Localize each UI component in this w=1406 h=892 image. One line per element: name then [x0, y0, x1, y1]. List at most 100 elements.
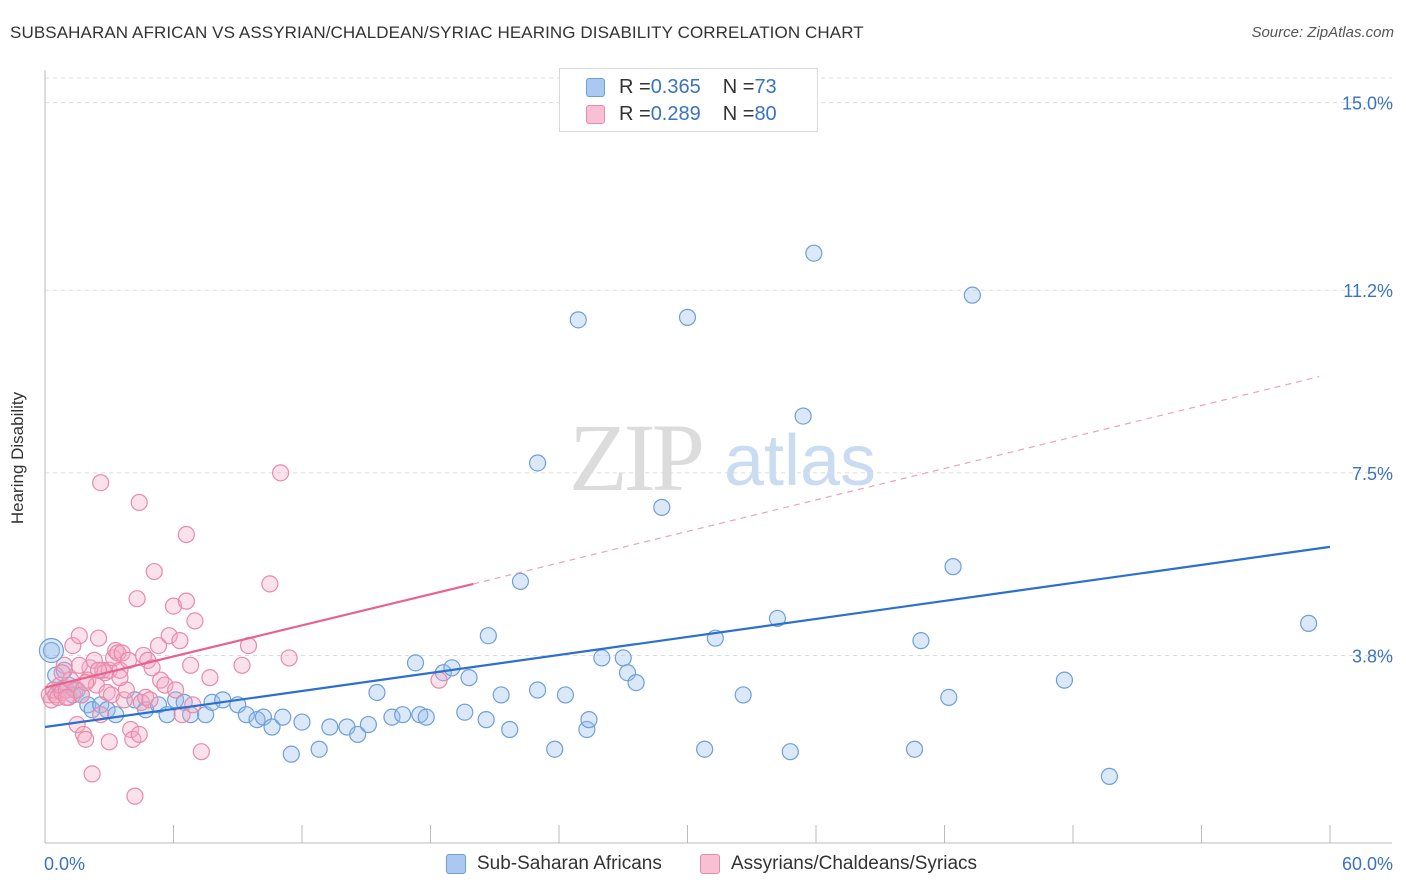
data-point-assyrian [430, 671, 448, 689]
legend-n-value: 80 [754, 102, 777, 125]
data-point-subsaharan [593, 649, 611, 667]
data-point-subsaharan [492, 686, 510, 704]
data-point-assyrian [70, 656, 88, 674]
legend-n-value: 73 [754, 75, 777, 98]
data-point-subsaharan [1299, 614, 1318, 632]
y-axis-label: Hearing Disability [8, 391, 27, 525]
data-point-assyrian [77, 730, 95, 748]
data-point-assyrian [128, 590, 146, 608]
watermark-zip: ZIP [569, 404, 702, 511]
data-point-subsaharan [42, 641, 61, 660]
legend-n-label: N = [722, 102, 755, 125]
data-point-subsaharan [944, 558, 962, 576]
data-point-assyrian [173, 706, 191, 724]
correlation-legend: R = 0.365 N = 73 R = 0.289 N = 80 [559, 68, 818, 132]
data-point-assyrian [70, 627, 88, 645]
data-point-assyrian [182, 656, 200, 674]
bottom-legend-label: Assyrians/Chaldeans/Syriacs [731, 853, 978, 874]
data-point-subsaharan [460, 669, 478, 687]
legend-n-label: N = [722, 75, 755, 98]
data-point-subsaharan [417, 708, 435, 726]
data-point-assyrian [233, 656, 251, 674]
data-point-assyrian [192, 743, 210, 761]
data-point-assyrian [156, 676, 174, 694]
data-point-subsaharan [781, 743, 799, 761]
data-point-subsaharan [556, 686, 575, 704]
legend-swatch-pink [586, 104, 605, 124]
data-point-subsaharan [627, 673, 645, 692]
y-tick-label: 11.2% [1343, 281, 1393, 301]
data-point-subsaharan [83, 701, 101, 719]
data-point-assyrian [57, 688, 76, 707]
data-point-subsaharan [546, 740, 564, 758]
data-point-assyrian [160, 627, 178, 645]
data-point-subsaharan [214, 691, 232, 709]
data-point-assyrian [177, 525, 195, 544]
x-tick-label-max: 60.0% [1342, 854, 1393, 874]
data-point-assyrian [261, 575, 279, 593]
watermark-atlas: atlas [724, 421, 876, 501]
data-point-subsaharan [1100, 767, 1119, 785]
data-point-assyrian [145, 562, 163, 581]
data-point-subsaharan [456, 703, 474, 721]
chart-title: SUBSAHARAN AFRICAN VS ASSYRIAN/CHALDEAN/… [10, 23, 864, 42]
data-point-subsaharan-large [38, 637, 65, 664]
data-point-subsaharan [905, 740, 924, 758]
data-point-subsaharan [501, 720, 519, 739]
data-point-assyrian [149, 636, 168, 655]
legend-r-label: R = [619, 102, 651, 125]
data-point-assyrian [53, 664, 71, 682]
data-point-subsaharan [394, 706, 412, 724]
data-point-subsaharan [349, 725, 367, 744]
data-point-assyrian [130, 725, 148, 744]
data-point-subsaharan [359, 715, 377, 734]
data-point-subsaharan [383, 708, 401, 726]
data-point-assyrian [89, 629, 108, 647]
data-point-subsaharan [237, 706, 255, 724]
data-point-assyrian [111, 669, 129, 687]
trend-line-subsaharan [44, 545, 1331, 729]
data-point-assyrian [186, 612, 204, 630]
legend-r-value: 0.365 [650, 75, 701, 98]
data-point-subsaharan [368, 683, 386, 702]
y-tick-label: 7.5% [1352, 464, 1393, 484]
data-point-subsaharan [511, 572, 530, 591]
data-point-subsaharan [963, 286, 981, 304]
data-point-subsaharan [321, 718, 339, 736]
data-point-subsaharan [653, 498, 671, 516]
data-point-assyrian [141, 691, 159, 709]
data-point-subsaharan [734, 686, 752, 704]
data-point-assyrian [167, 681, 185, 699]
data-point-subsaharan [912, 632, 930, 650]
trend-line-assyrian-extension [473, 376, 1320, 585]
data-point-subsaharan [569, 311, 587, 329]
legend-swatch-blue [586, 77, 605, 97]
data-point-subsaharan [282, 745, 300, 763]
y-tick-label: 3.8% [1352, 646, 1393, 666]
data-point-assyrian [271, 464, 290, 482]
data-point-assyrian [126, 787, 144, 805]
data-point-subsaharan [107, 706, 125, 724]
data-point-subsaharan [696, 740, 714, 758]
data-point-assyrian [201, 669, 219, 687]
data-point-subsaharan [1055, 671, 1074, 689]
data-point-assyrian [64, 636, 82, 655]
data-point-assyrian [92, 474, 110, 492]
y-tick-label: 15.0% [1342, 94, 1393, 114]
data-point-subsaharan [293, 713, 311, 731]
x-tick-label-min: 0.0% [44, 854, 85, 874]
data-point-subsaharan [310, 740, 328, 758]
data-point-subsaharan [528, 681, 547, 699]
bottom-legend-label: Sub-Saharan Africans [477, 853, 662, 874]
data-point-subsaharan [794, 407, 812, 425]
data-point-assyrian [177, 592, 195, 610]
data-point-subsaharan [406, 654, 425, 672]
bottom-legend-swatch-blue [446, 854, 466, 874]
data-point-subsaharan [768, 609, 787, 628]
data-point-subsaharan [263, 718, 281, 736]
data-point-subsaharan [528, 454, 547, 472]
bottom-legend-assyrian[interactable]: Assyrians/Chaldeans/Syriacs [700, 851, 977, 877]
bottom-legend-subsaharan[interactable]: Sub-Saharan Africans [446, 851, 662, 877]
trend-line-assyrian [44, 582, 474, 689]
